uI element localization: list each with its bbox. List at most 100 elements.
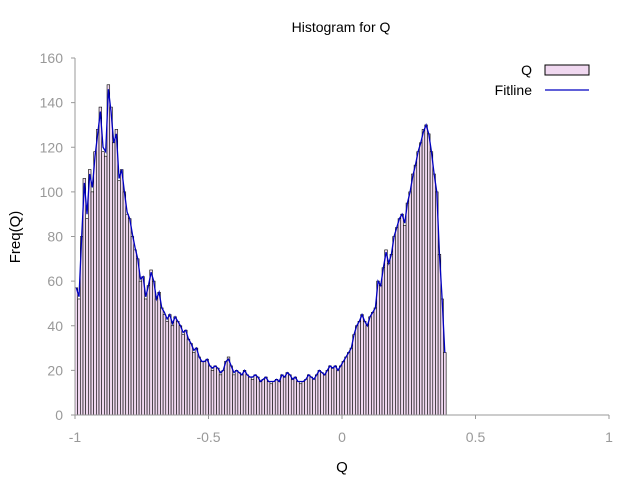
histogram-bar [120,169,124,416]
chart-title: Histogram for Q [292,19,391,35]
histogram-bar [234,370,239,416]
legend-label-fitline: Fitline [495,82,533,98]
legend-swatch-q [544,64,590,76]
y-tick-label: 160 [40,50,64,66]
histogram-bar [312,378,316,416]
histogram-bar [352,334,356,416]
histogram-bar [285,372,289,416]
histogram-bar [122,191,127,416]
histogram-bar [416,151,420,416]
histogram-bar [202,361,207,416]
histogram-bar [96,129,100,416]
x-tick-label: 1 [605,429,613,445]
histogram-bar [272,381,276,416]
histogram-bar [293,376,297,416]
histogram-bar [288,374,292,416]
histogram-bar [344,356,348,416]
histogram-bar [309,376,313,416]
histogram-bar [411,173,415,416]
histogram-bar [194,347,199,416]
histogram-bar [157,291,161,416]
y-axis-label: Freq(Q) [7,211,24,264]
histogram-bar [384,249,388,416]
histogram-bar [400,213,404,416]
histogram-bar [245,374,249,416]
histogram-bar [336,370,340,416]
histogram-bar [339,365,343,416]
histogram-bar [237,372,241,416]
histogram-bar [290,378,295,416]
histogram-bar [325,370,329,416]
histogram-bar [200,361,204,416]
x-tick-label: 0.5 [466,429,486,445]
histogram-bar [408,191,412,416]
y-tick-label: 0 [55,407,63,423]
histogram-bar [296,381,300,416]
histogram-bar [88,169,92,416]
histogram-bar [189,343,193,416]
histogram-bar [323,374,327,416]
histogram-bar [98,106,102,416]
y-tick-label: 100 [40,184,64,200]
histogram-bar [221,370,225,416]
histogram-bar [144,298,148,416]
histogram-bar [371,312,375,416]
histogram-bar [264,376,268,416]
histogram-bar [240,374,244,416]
histogram-bar [403,225,407,416]
histogram-bar [128,218,132,416]
histogram-bar [210,370,215,416]
x-tick-label: -1 [69,429,82,445]
histogram-bar [104,155,108,416]
histogram-bar [77,298,81,416]
histogram-bar [176,320,180,416]
histogram-bar [432,173,436,416]
histogram-bar [266,381,271,416]
histogram-bar [138,280,143,416]
histogram-bar [152,280,156,416]
histogram-bar [218,374,223,416]
histogram-bar [170,325,175,416]
histogram-bar [373,307,378,416]
histogram-bar [149,269,153,416]
histogram-bar [347,352,351,416]
x-tick-label: -0.5 [196,429,220,445]
histogram-bar [341,361,345,416]
histogram-bar [178,325,183,416]
histogram-bar [106,84,111,416]
histogram-bar [125,213,129,416]
histogram-bar [253,374,257,416]
histogram-bar [376,280,380,416]
histogram-bar [306,374,311,416]
y-tick-label: 40 [47,318,63,334]
histogram-bar [397,218,402,416]
histogram-bar [424,124,428,416]
histogram-bar [357,320,361,416]
histogram-bar [165,320,169,416]
histogram-bar [405,202,410,416]
histogram-bar [301,381,305,416]
histogram-bar [154,298,159,416]
histogram-bar [443,352,447,416]
histogram-bar [317,370,321,416]
histogram-bar [226,356,231,416]
histogram-bar [413,164,418,416]
histogram-bar [173,316,177,416]
histogram-bar [197,356,201,416]
fitline-series [75,89,446,383]
histogram-bar [216,367,220,416]
histogram-bar [117,180,121,416]
histogram-bar [379,285,383,416]
histogram-bar [90,191,94,416]
histogram-bar [381,267,386,416]
histogram-bar [360,314,364,416]
histogram-bar [274,378,279,416]
histogram-bar [421,129,426,416]
histogram-bar [328,365,332,416]
y-tick-label: 80 [47,229,63,245]
histogram-bar [298,383,303,416]
histogram-bar [136,258,140,416]
y-tick-label: 60 [47,273,63,289]
histogram-bar [109,106,113,416]
